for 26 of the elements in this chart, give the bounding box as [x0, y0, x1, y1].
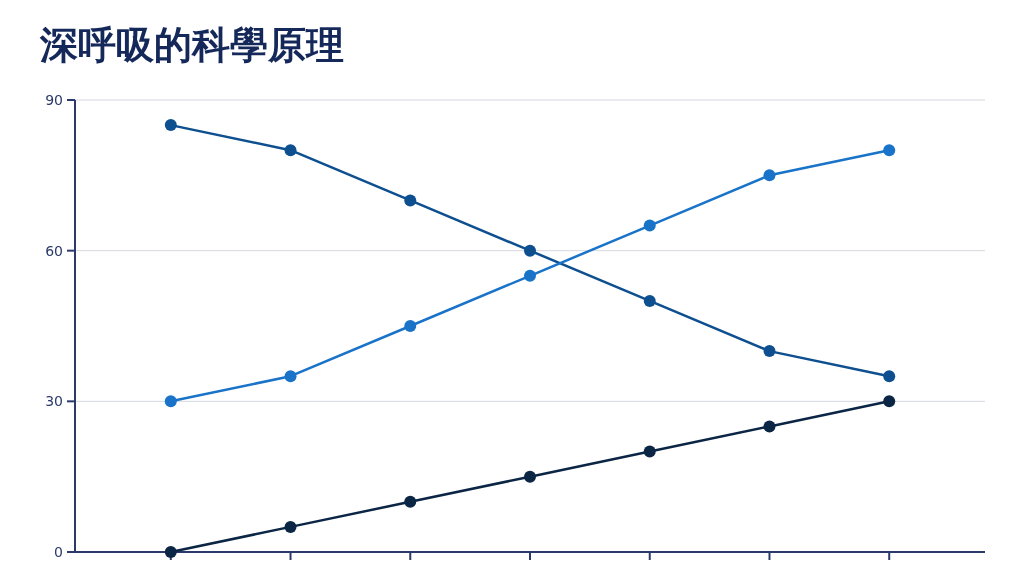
point — [164, 546, 177, 558]
point — [404, 194, 417, 207]
y-tick-label: 60 — [45, 242, 63, 259]
point — [164, 119, 177, 132]
point — [404, 495, 417, 508]
point — [284, 370, 297, 383]
point — [284, 144, 297, 157]
point — [524, 470, 536, 483]
point — [883, 144, 896, 157]
chart-title: 深呼吸的科學原理 — [39, 23, 344, 67]
point — [643, 294, 656, 307]
point — [164, 395, 177, 408]
point — [643, 219, 656, 232]
point — [284, 520, 297, 533]
point — [643, 445, 656, 458]
point — [763, 169, 776, 182]
point — [763, 420, 776, 433]
point — [404, 320, 417, 332]
point — [524, 269, 536, 282]
y-tick-label: 90 — [45, 92, 63, 108]
point — [883, 395, 896, 408]
y-tick-label: 0 — [54, 544, 63, 560]
y-tick-label: 30 — [45, 393, 63, 410]
point — [524, 244, 536, 257]
point — [883, 370, 896, 383]
point — [763, 345, 776, 358]
